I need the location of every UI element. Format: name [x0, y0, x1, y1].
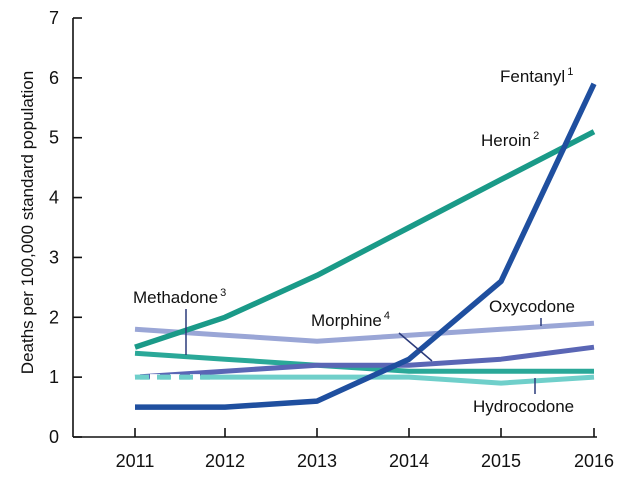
- series-label-heroin: Heroin 2: [481, 130, 539, 150]
- x-tick-label: 2013: [297, 451, 337, 471]
- y-tick-label: 3: [49, 247, 59, 267]
- y-tick-label: 0: [49, 427, 59, 447]
- x-tick-label: 2015: [481, 451, 521, 471]
- x-tick-label: 2012: [205, 451, 245, 471]
- series-label-oxycodone: Oxycodone: [489, 297, 575, 316]
- y-tick-label: 1: [49, 367, 59, 387]
- series-label-morphine: Morphine 4: [311, 310, 390, 330]
- series-label-hydrocodone: Hydrocodone: [473, 397, 574, 416]
- leader-line-morphine: [398, 332, 433, 362]
- series-line-fentanyl: [135, 82, 597, 410]
- series-label-fentanyl: Fentanyl 1: [500, 66, 573, 86]
- series-label-footnote: 4: [384, 310, 390, 322]
- chart-axes: 0 1 2 3 4 5 6 7 2011 2012 2013 2014 2015 2016: [49, 8, 614, 471]
- chart-series-labels: Fentanyl 1 Heroin 2 Methadone 3 Morphine 4 Oxyco…: [133, 66, 575, 416]
- chart-series-lines: [134, 82, 597, 410]
- y-tick-label: 6: [49, 68, 59, 88]
- x-tick-label: 2014: [389, 451, 429, 471]
- y-axis-label: Deaths per 100,000 standard population: [18, 71, 37, 374]
- y-tick-label: 5: [49, 128, 59, 148]
- y-tick-label: 7: [49, 8, 59, 28]
- series-line-heroin: [134, 129, 596, 350]
- x-tick-label: 2011: [116, 451, 155, 471]
- series-label-footnote: 3: [220, 287, 226, 299]
- y-tick-label: 2: [49, 307, 59, 327]
- series-label-methadone: Methadone 3: [133, 287, 226, 307]
- series-label-footnote: 2: [533, 130, 539, 142]
- series-line-morphine: [134, 344, 595, 380]
- series-line-methadone: [134, 350, 594, 374]
- series-label-footnote: 1: [567, 66, 573, 78]
- x-tick-label: 2016: [574, 451, 614, 471]
- series-line-oxycodone: [134, 320, 595, 344]
- y-tick-label: 4: [49, 188, 59, 208]
